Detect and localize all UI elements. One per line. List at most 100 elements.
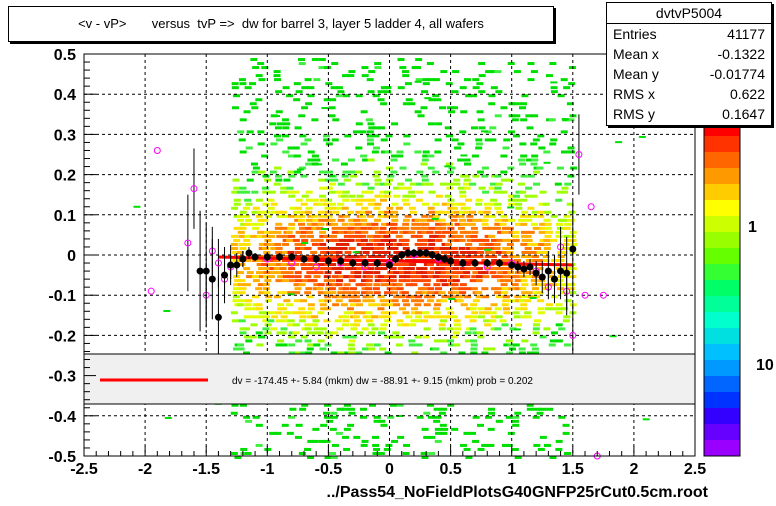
density-cell	[336, 295, 344, 299]
density-cell	[420, 106, 428, 110]
density-cell	[301, 267, 309, 271]
x-tick-label: 0.5	[439, 461, 461, 478]
density-cell	[518, 158, 526, 162]
density-cell	[257, 142, 265, 146]
density-cell	[362, 271, 370, 275]
density-cell	[256, 263, 264, 267]
density-cell	[532, 331, 540, 335]
density-cell	[458, 210, 466, 214]
density-cell	[402, 222, 410, 226]
density-cell	[475, 142, 483, 146]
density-cell	[311, 154, 319, 158]
density-cell	[494, 327, 502, 331]
density-cell	[233, 198, 241, 202]
density-cell	[562, 275, 570, 279]
density-cell	[255, 443, 263, 447]
density-cell	[408, 230, 416, 234]
density-cell	[336, 279, 344, 283]
density-cell	[328, 202, 336, 206]
density-cell	[444, 242, 452, 246]
density-cell	[286, 303, 294, 307]
density-cell	[366, 271, 374, 275]
density-cell	[269, 267, 277, 271]
density-cell	[459, 250, 467, 254]
density-cell	[564, 283, 572, 287]
density-cell	[288, 343, 296, 347]
density-cell	[393, 242, 401, 246]
profile-markers	[147, 114, 607, 460]
density-cell	[288, 234, 296, 238]
density-cell	[307, 158, 315, 162]
density-cell	[362, 182, 370, 186]
colorbar-swatch	[704, 392, 740, 409]
density-cell	[243, 283, 251, 287]
density-cell	[560, 78, 568, 82]
density-cell	[267, 275, 275, 279]
density-cell	[372, 94, 380, 98]
density-cell	[483, 210, 491, 214]
density-cell	[416, 279, 424, 283]
density-cell	[252, 279, 260, 283]
density-cell	[451, 90, 459, 94]
density-cell	[414, 150, 422, 154]
density-cell	[337, 351, 345, 355]
density-cell	[557, 275, 565, 279]
density-cell	[502, 238, 510, 242]
density-cell	[356, 331, 364, 335]
density-cell	[350, 234, 358, 238]
density-cell	[463, 158, 471, 162]
density-cell	[319, 194, 327, 198]
density-cell	[277, 339, 285, 343]
density-cell	[296, 168, 304, 171]
density-cell	[324, 456, 332, 459]
density-cell	[548, 343, 556, 347]
density-cell	[397, 226, 405, 230]
density-cell	[531, 114, 539, 118]
density-cell	[287, 275, 295, 279]
density-cell	[311, 58, 319, 62]
density-cell	[434, 98, 442, 102]
density-cell	[377, 90, 385, 94]
density-cell	[445, 263, 453, 267]
density-cell	[503, 138, 511, 142]
profile-point	[447, 257, 455, 265]
density-cell	[274, 431, 282, 435]
density-cell	[354, 275, 362, 279]
density-cell	[438, 218, 446, 222]
density-cell	[386, 287, 394, 291]
colorbar-swatch	[704, 168, 740, 185]
density-cell	[265, 295, 273, 299]
density-cell	[317, 222, 325, 226]
density-cell	[377, 275, 385, 279]
density-cell	[379, 190, 387, 194]
density-cell	[489, 182, 497, 186]
density-cell	[451, 287, 459, 291]
density-cell	[448, 214, 456, 218]
density-cell	[446, 186, 454, 190]
density-cell	[550, 90, 558, 94]
density-cell	[310, 250, 318, 254]
density-cell	[231, 86, 239, 90]
density-cell	[396, 335, 404, 339]
density-cell	[403, 134, 411, 138]
density-cell	[293, 98, 301, 102]
density-cell	[368, 70, 376, 74]
density-cell	[459, 190, 467, 194]
density-cell	[539, 407, 547, 411]
density-cell	[439, 339, 447, 343]
density-cell	[237, 218, 245, 222]
profile-point	[495, 259, 503, 267]
density-cell	[372, 134, 380, 138]
profile-point	[202, 267, 210, 275]
density-cell	[280, 190, 288, 194]
density-cell	[421, 158, 429, 162]
density-cell	[450, 246, 458, 250]
profile-point	[514, 263, 522, 271]
density-cell	[514, 307, 522, 311]
density-cell	[239, 210, 247, 214]
density-cell	[507, 166, 515, 170]
density-cell	[477, 447, 485, 451]
density-cell	[288, 222, 296, 226]
colorbar-swatch	[704, 312, 740, 329]
density-cell	[454, 146, 462, 150]
